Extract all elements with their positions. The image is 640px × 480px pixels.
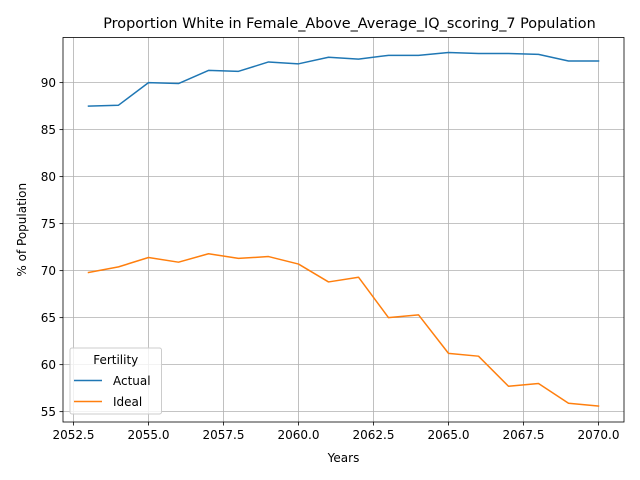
x-tick: 2055.0	[128, 422, 170, 442]
x-tick-label: 2065.0	[428, 428, 470, 442]
y-tick-label: 80	[41, 170, 56, 184]
y-tick-label: 70	[41, 264, 56, 278]
series-lines	[87, 51, 600, 407]
legend-label: Actual	[113, 374, 151, 388]
legend-frame	[69, 347, 162, 415]
x-tick: 2067.5	[503, 422, 545, 442]
legend-item-ideal: Ideal	[74, 395, 142, 409]
y-axis-ticks: 55 60 65 70 75 80 85 90	[41, 76, 63, 419]
x-tick-label: 2062.5	[353, 428, 395, 442]
x-tick: 2070.0	[578, 422, 620, 442]
x-tick: 2065.0	[428, 422, 470, 442]
y-tick-label: 65	[41, 311, 56, 325]
y-tick: 90	[41, 76, 63, 90]
x-tick-label: 2055.0	[128, 428, 170, 442]
y-tick: 85	[41, 123, 63, 137]
y-tick-label: 85	[41, 123, 56, 137]
x-tick: 2062.5	[353, 422, 395, 442]
y-tick: 55	[41, 405, 63, 419]
x-tick: 2057.5	[203, 422, 245, 442]
y-tick-label: 75	[41, 217, 56, 231]
y-tick: 75	[41, 217, 63, 231]
x-axis-ticks: 2052.5 2055.0 2057.5 2060.0 2062.5 2065.0 2067…	[53, 422, 620, 442]
legend-label: Ideal	[113, 395, 142, 409]
y-tick: 65	[41, 311, 63, 325]
plot-area-frame	[62, 37, 625, 423]
x-axis-label: Years	[327, 451, 360, 465]
x-tick: 2052.5	[53, 422, 95, 442]
x-tick-label: 2060.0	[278, 428, 320, 442]
legend: Fertility Actual Ideal	[69, 347, 162, 415]
legend-item-actual: Actual	[74, 374, 151, 388]
x-tick-label: 2067.5	[503, 428, 545, 442]
y-tick-label: 90	[41, 76, 56, 90]
legend-title: Fertility	[93, 353, 138, 367]
x-tick-label: 2052.5	[53, 428, 95, 442]
series-line-actual	[87, 51, 600, 107]
y-tick-label: 60	[41, 358, 56, 372]
x-tick: 2060.0	[278, 422, 320, 442]
y-tick: 70	[41, 264, 63, 278]
chart-title: Proportion White in Female_Above_Average…	[103, 16, 595, 32]
y-tick: 80	[41, 170, 63, 184]
y-tick: 60	[41, 358, 63, 372]
series-line-ideal	[87, 252, 600, 407]
x-tick-label: 2057.5	[203, 428, 245, 442]
y-axis-label: % of Population	[15, 183, 29, 277]
x-tick-label: 2070.0	[578, 428, 620, 442]
y-tick-label: 55	[41, 405, 56, 419]
